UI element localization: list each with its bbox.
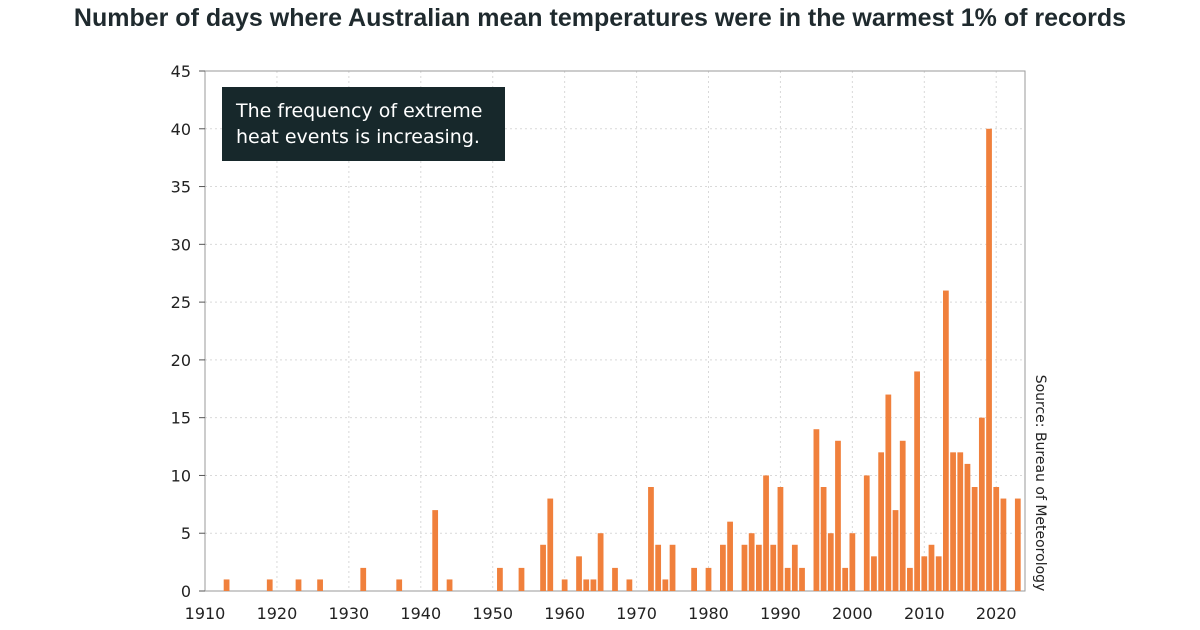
bar-1967	[612, 567, 618, 591]
bar-1989	[770, 544, 777, 591]
bar-1944	[446, 579, 453, 591]
annotation-line-2: heat events is increasing.	[236, 126, 480, 148]
x-tick-label: 1990	[760, 604, 801, 623]
bar-2019	[986, 128, 992, 591]
x-tick-label: 2000	[832, 604, 873, 623]
bar-2006	[892, 510, 899, 591]
bar-2008	[907, 567, 913, 591]
bar-1958	[547, 498, 554, 591]
bar-2002	[863, 475, 870, 591]
y-tick-label: 15	[171, 409, 191, 428]
annotation-box: The frequency of extreme heat events is …	[222, 87, 505, 161]
bar-2003	[871, 556, 877, 591]
bar-1963	[583, 579, 590, 591]
bar-1913	[223, 579, 230, 591]
bar-1957	[540, 544, 546, 591]
bar-2015	[957, 452, 964, 591]
bar-1992	[791, 544, 798, 591]
y-tick-label: 40	[171, 120, 191, 139]
bar-1980	[705, 567, 712, 591]
chart-title: Number of days where Australian mean tem…	[73, 4, 1127, 32]
bar-1962	[576, 556, 582, 591]
bar-1969	[626, 579, 633, 591]
bar-1951	[497, 567, 503, 591]
x-tick-label: 1930	[329, 604, 370, 623]
bar-2023	[1014, 498, 1021, 591]
bar-1997	[827, 533, 834, 591]
y-tick-label: 35	[171, 178, 191, 197]
x-axis-ticks: 1910 1920 1930 1940 1950 1960 1970 1980 1990 2000…	[185, 604, 1017, 623]
x-tick-label: 2010	[904, 604, 945, 623]
bar-1926	[317, 579, 323, 591]
bar-2007	[899, 440, 906, 591]
bar-1932	[360, 567, 367, 591]
bar-2000	[849, 533, 856, 591]
bar-1982	[720, 544, 726, 591]
annotation-background	[222, 87, 505, 161]
bar-1996	[820, 487, 827, 591]
bar-1990	[777, 487, 784, 591]
y-tick-label: 10	[171, 466, 191, 485]
x-tick-label: 1940	[400, 604, 441, 623]
x-tick-label: 1980	[688, 604, 729, 623]
y-tick-label: 30	[171, 235, 191, 254]
bar-1975	[669, 544, 676, 591]
bar-1988	[763, 475, 769, 591]
y-tick-label: 5	[181, 524, 191, 543]
bar-1965	[597, 533, 604, 591]
bar-2004	[878, 452, 885, 591]
bar-2020	[993, 487, 1000, 591]
bar-1985	[741, 544, 748, 591]
bars	[223, 128, 1021, 591]
x-tick-label: 1910	[185, 604, 226, 623]
bar-1919	[266, 579, 273, 591]
bar-2012	[935, 556, 942, 591]
bar-2013	[943, 290, 949, 591]
bar-2011	[928, 544, 935, 591]
annotation-line-1: The frequency of extreme	[235, 100, 482, 122]
bar-2017	[971, 487, 978, 591]
bar-1923	[295, 579, 302, 591]
x-tick-label: 1920	[257, 604, 298, 623]
bar-2010	[921, 556, 928, 591]
bar-2009	[914, 371, 920, 591]
bar-2016	[964, 463, 971, 591]
bar-1942	[432, 510, 439, 591]
bar-2018	[978, 417, 985, 591]
source-label: Source: Bureau of Meteorology	[1032, 375, 1048, 592]
bar-1999	[842, 567, 849, 591]
x-tick-label: 2020	[976, 604, 1017, 623]
y-axis-ticks: 0 5 10 15 20 25 30 35 40 45	[171, 62, 205, 601]
bar-2014	[950, 452, 956, 591]
bar-1964	[590, 579, 597, 591]
bar-1983	[727, 521, 733, 591]
bar-1954	[518, 567, 525, 591]
x-tick-label: 1960	[544, 604, 585, 623]
bar-2005	[885, 394, 892, 591]
y-tick-label: 25	[171, 293, 191, 312]
bar-1993	[799, 567, 805, 591]
x-tick-label: 1950	[472, 604, 513, 623]
bar-1995	[813, 429, 820, 591]
y-tick-label: 20	[171, 351, 191, 370]
bar-1986	[748, 533, 755, 591]
bar-1972	[648, 487, 654, 591]
bar-1960	[561, 579, 568, 591]
x-tick-label: 1970	[616, 604, 657, 623]
y-tick-label: 45	[171, 62, 191, 81]
bar-1973	[655, 544, 662, 591]
bar-1998	[835, 440, 841, 591]
y-tick-label: 0	[181, 582, 191, 601]
bar-2021	[1000, 498, 1007, 591]
bar-1987	[755, 544, 762, 591]
bar-1974	[662, 579, 669, 591]
bar-1937	[396, 579, 403, 591]
bar-1978	[691, 567, 697, 591]
bar-1991	[784, 567, 791, 591]
